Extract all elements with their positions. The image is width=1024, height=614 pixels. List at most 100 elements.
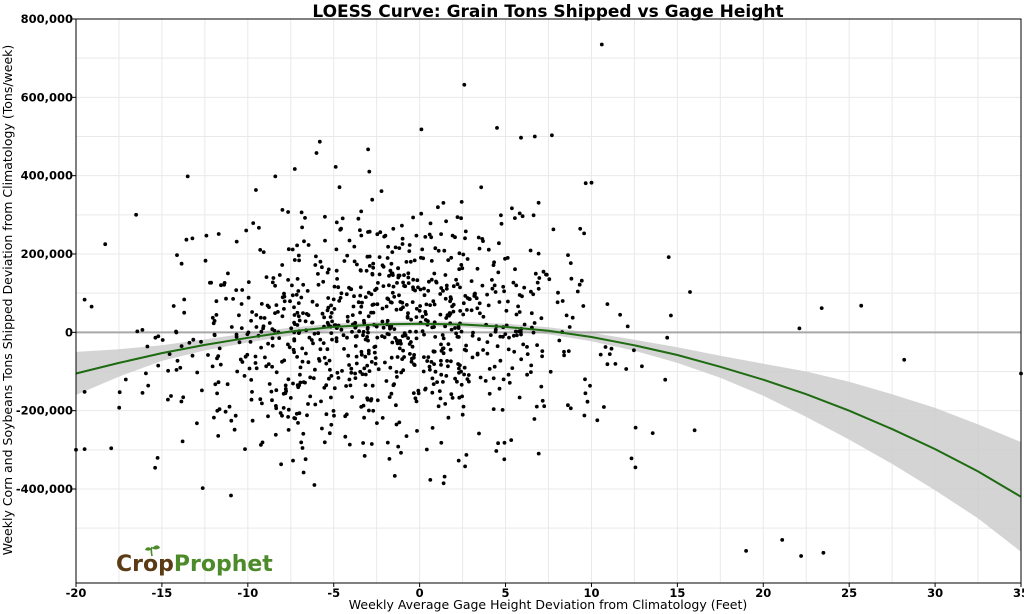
data-point bbox=[370, 272, 375, 277]
data-point bbox=[474, 296, 479, 301]
data-point bbox=[477, 337, 481, 342]
data-point bbox=[569, 276, 574, 281]
data-point bbox=[525, 345, 529, 349]
data-point bbox=[419, 211, 424, 216]
data-point bbox=[359, 209, 364, 214]
data-point bbox=[337, 299, 342, 303]
data-point bbox=[324, 412, 329, 417]
data-point bbox=[334, 247, 339, 252]
data-point bbox=[485, 292, 489, 297]
data-point bbox=[331, 297, 336, 302]
data-point bbox=[358, 310, 362, 315]
data-point bbox=[169, 394, 173, 398]
data-point bbox=[470, 333, 475, 338]
data-point bbox=[345, 314, 350, 319]
data-point bbox=[283, 391, 288, 396]
data-point bbox=[195, 421, 199, 426]
data-point bbox=[475, 306, 480, 311]
data-point bbox=[464, 343, 468, 348]
data-point bbox=[387, 395, 392, 399]
data-point bbox=[442, 248, 447, 253]
data-point bbox=[282, 291, 286, 296]
data-point bbox=[483, 379, 488, 383]
data-point bbox=[82, 390, 87, 394]
data-point bbox=[240, 288, 245, 292]
data-point bbox=[369, 442, 374, 446]
data-point bbox=[117, 390, 122, 395]
data-point bbox=[425, 359, 430, 363]
data-point bbox=[459, 263, 464, 267]
data-point bbox=[481, 314, 486, 319]
data-point bbox=[413, 288, 417, 293]
data-point bbox=[229, 325, 234, 329]
data-point bbox=[377, 272, 382, 277]
data-point bbox=[585, 399, 590, 404]
data-point bbox=[451, 309, 456, 314]
data-point bbox=[215, 408, 220, 413]
data-point bbox=[629, 456, 634, 461]
x-tick-label: -20 bbox=[66, 586, 87, 600]
data-point bbox=[206, 353, 210, 357]
x-axis-label: Weekly Average Gage Height Deviation fro… bbox=[349, 597, 748, 612]
data-point bbox=[250, 390, 254, 394]
x-axis-ticks: -20 -15 -10 -5 0 5 10 15 20 25 30 35 bbox=[66, 583, 1024, 600]
data-point bbox=[475, 266, 480, 271]
data-point bbox=[296, 301, 301, 305]
data-point bbox=[663, 377, 668, 382]
data-point bbox=[324, 383, 329, 388]
data-point bbox=[293, 416, 298, 421]
confidence-band-area bbox=[76, 321, 1021, 552]
data-point bbox=[174, 329, 178, 334]
data-point bbox=[568, 261, 573, 265]
data-point bbox=[350, 329, 354, 334]
data-point bbox=[353, 371, 357, 376]
data-point bbox=[314, 254, 318, 259]
data-point bbox=[531, 292, 536, 297]
data-point bbox=[432, 349, 437, 354]
data-point bbox=[366, 351, 371, 356]
data-point bbox=[216, 232, 221, 236]
data-point bbox=[301, 470, 306, 475]
data-point bbox=[287, 345, 292, 350]
data-point bbox=[210, 364, 215, 369]
data-point bbox=[229, 418, 234, 423]
data-point bbox=[335, 370, 340, 375]
data-point bbox=[462, 365, 467, 370]
data-point bbox=[536, 451, 541, 456]
data-point bbox=[618, 312, 622, 317]
data-point bbox=[375, 398, 380, 403]
data-point bbox=[505, 256, 510, 260]
data-point bbox=[502, 457, 507, 462]
data-point bbox=[254, 313, 259, 317]
data-point bbox=[490, 278, 494, 282]
data-point bbox=[536, 251, 541, 256]
data-point bbox=[462, 372, 466, 377]
data-point bbox=[581, 304, 586, 308]
data-point bbox=[443, 324, 447, 329]
data-point bbox=[347, 238, 352, 243]
data-point bbox=[199, 339, 203, 344]
data-point bbox=[296, 314, 301, 319]
data-point bbox=[486, 303, 491, 308]
data-point bbox=[295, 277, 300, 281]
data-point bbox=[428, 367, 432, 372]
data-point bbox=[496, 270, 501, 275]
data-point bbox=[322, 355, 327, 360]
data-point bbox=[344, 384, 348, 388]
data-point bbox=[578, 226, 583, 231]
data-point bbox=[514, 283, 519, 288]
data-point bbox=[298, 365, 303, 370]
data-point bbox=[429, 259, 434, 263]
data-point bbox=[270, 280, 275, 285]
data-point bbox=[504, 308, 509, 313]
data-point bbox=[395, 355, 400, 359]
data-point bbox=[282, 307, 286, 311]
data-point bbox=[453, 326, 457, 330]
data-point bbox=[312, 483, 317, 487]
data-point bbox=[280, 314, 285, 319]
data-point bbox=[358, 285, 363, 290]
data-point bbox=[253, 361, 258, 365]
data-point bbox=[327, 376, 331, 381]
data-point bbox=[433, 246, 438, 251]
data-point bbox=[385, 440, 390, 445]
